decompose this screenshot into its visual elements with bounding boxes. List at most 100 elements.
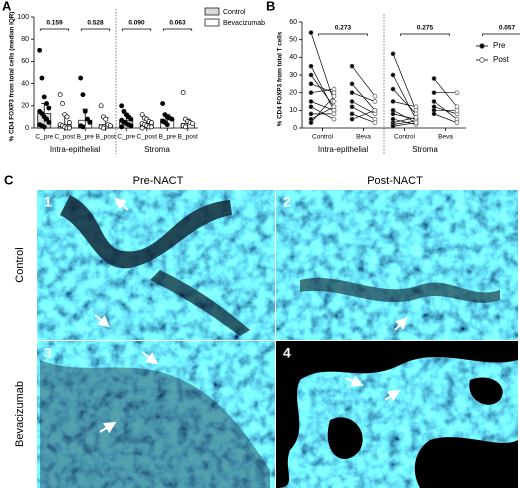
data-point [160, 101, 166, 107]
group-label: Intra-epithelial [318, 145, 368, 154]
data-point [57, 92, 63, 98]
x-tick-label: C_pre [35, 134, 53, 141]
y-tick-label: 20 [21, 103, 29, 110]
arrow [344, 375, 364, 387]
y-tick-label: 60 [289, 19, 297, 26]
legend-label: Post [493, 55, 510, 64]
legend-marker [479, 43, 485, 49]
data-point [431, 90, 437, 96]
pair-line [351, 110, 376, 120]
data-point [164, 122, 170, 128]
panel-label: A [2, 0, 12, 13]
data-point [66, 119, 72, 125]
y-axis-title: % CD4 FOXP3 from total cells (median IQR… [9, 12, 16, 142]
data-point [349, 81, 355, 87]
x-tick-label: B_post [178, 134, 198, 141]
data-point [390, 51, 396, 57]
data-point [431, 111, 437, 117]
y-tick-label: 80 [21, 36, 29, 43]
pair-line [351, 92, 376, 102]
data-point [454, 120, 460, 126]
data-point [372, 120, 378, 126]
data-point [454, 107, 460, 113]
data-point [308, 104, 314, 110]
stroma [60, 195, 232, 269]
data-point [390, 123, 396, 129]
legend-swatch [204, 7, 220, 16]
data-point [128, 116, 134, 122]
y-tick-label: 10 [289, 107, 297, 114]
pair-line [351, 113, 376, 124]
data-point [46, 119, 52, 125]
data-point [82, 108, 88, 114]
x-tick-label: Control [394, 134, 416, 141]
data-point [128, 123, 134, 129]
data-point [454, 90, 460, 96]
data-point [308, 30, 314, 35]
background [327, 417, 363, 459]
image-number: 3 [44, 345, 52, 361]
data-point [331, 111, 337, 117]
data-point [431, 99, 437, 104]
pair-line [351, 65, 376, 97]
data-point [308, 81, 314, 87]
data-point [331, 99, 337, 104]
data-point [80, 124, 86, 130]
y-axis-title: % CD4 FOXP3 from total T cells [277, 31, 284, 126]
data-point [41, 94, 47, 100]
data-point [308, 99, 314, 104]
pair-line [392, 53, 417, 111]
data-point [66, 125, 72, 131]
pair-line [392, 120, 417, 125]
arrow [94, 314, 111, 328]
data-point [308, 63, 314, 69]
x-tick-label: Beva [356, 134, 371, 141]
legend-marker [479, 57, 485, 63]
y-tick-label: 30 [289, 72, 297, 79]
data-point [80, 92, 86, 98]
background [414, 437, 518, 488]
background [469, 377, 503, 405]
data-point [87, 119, 93, 125]
data-point [308, 72, 314, 78]
data-point [189, 121, 195, 127]
comparison-bracket [482, 33, 520, 36]
data-point [41, 124, 47, 130]
data-point [107, 123, 113, 129]
arrow [99, 421, 117, 434]
p-value: 0.275 [417, 25, 434, 32]
image-3 [37, 341, 275, 488]
data-point [37, 47, 43, 53]
pair-line [392, 122, 417, 127]
group-label: Stroma [412, 145, 438, 154]
y-tick-label: 40 [21, 80, 29, 87]
data-point [372, 99, 378, 104]
x-tick-label: Beva [438, 134, 453, 141]
image-number: 1 [44, 194, 52, 210]
x-tick-label: C_post [54, 134, 75, 141]
p-value: 0.057 [499, 25, 516, 32]
comparison-bracket [318, 33, 368, 36]
data-point [182, 124, 188, 130]
column-label: Pre-NACT [133, 175, 184, 187]
stroma [300, 277, 500, 303]
p-value: 0.159 [46, 20, 63, 27]
image-number: 2 [283, 194, 291, 210]
image-2 [276, 190, 518, 340]
x-tick-label: B_pre [159, 134, 177, 141]
data-point [413, 104, 419, 110]
stroma [150, 270, 250, 336]
pair-line [392, 74, 417, 120]
data-point [139, 125, 145, 131]
pair-line [310, 95, 335, 123]
data-point [103, 116, 109, 122]
data-point [308, 90, 314, 96]
data-point [372, 107, 378, 113]
data-point [431, 76, 437, 81]
legend-swatch [204, 18, 220, 27]
comparison-bracket [39, 28, 70, 31]
data-point [349, 63, 355, 69]
data-point [349, 90, 355, 96]
data-point [169, 116, 175, 122]
